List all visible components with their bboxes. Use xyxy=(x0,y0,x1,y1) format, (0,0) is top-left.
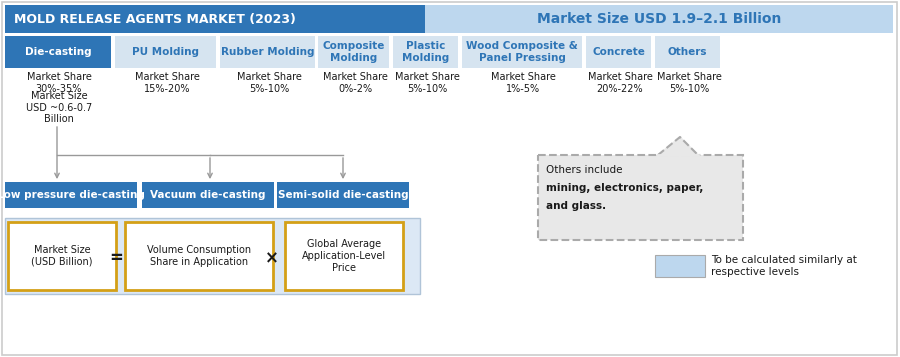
Text: Market Size
(USD Billion): Market Size (USD Billion) xyxy=(32,245,93,267)
Bar xyxy=(655,255,705,277)
Bar xyxy=(8,222,116,290)
Text: Market Share
15%-20%: Market Share 15%-20% xyxy=(135,72,200,94)
Text: Concrete: Concrete xyxy=(592,47,645,57)
Text: Vacuum die-casting: Vacuum die-casting xyxy=(150,190,266,200)
Text: Market Share
5%-10%: Market Share 5%-10% xyxy=(237,72,302,94)
Bar xyxy=(393,36,458,68)
Bar xyxy=(5,36,111,68)
Text: Market Share
0%-2%: Market Share 0%-2% xyxy=(322,72,387,94)
Bar xyxy=(285,222,403,290)
Bar xyxy=(142,182,274,208)
Bar xyxy=(655,36,720,68)
Text: Market Share
1%-5%: Market Share 1%-5% xyxy=(491,72,555,94)
Text: Wood Composite &
Panel Pressing: Wood Composite & Panel Pressing xyxy=(466,41,578,63)
Bar xyxy=(220,36,315,68)
Text: Semi-solid die-casting: Semi-solid die-casting xyxy=(278,190,409,200)
Text: Low pressure die-casting: Low pressure die-casting xyxy=(0,190,145,200)
Text: and glass.: and glass. xyxy=(546,201,606,211)
Bar xyxy=(277,182,409,208)
Bar xyxy=(125,222,273,290)
Bar xyxy=(318,36,389,68)
Text: Market Size USD 1.9–2.1 Billion: Market Size USD 1.9–2.1 Billion xyxy=(536,12,781,26)
Text: Rubber Molding: Rubber Molding xyxy=(220,47,314,57)
Text: Global Average
Application-Level
Price: Global Average Application-Level Price xyxy=(302,240,386,273)
Bar xyxy=(462,36,582,68)
Text: Market Share
5%-10%: Market Share 5%-10% xyxy=(394,72,459,94)
Text: Market Share
30%-35%: Market Share 30%-35% xyxy=(27,72,92,94)
Bar xyxy=(425,5,893,33)
Bar xyxy=(538,155,743,240)
Text: Plastic
Molding: Plastic Molding xyxy=(402,41,449,63)
Text: =: = xyxy=(109,249,123,267)
Text: Volume Consumption
Share in Application: Volume Consumption Share in Application xyxy=(147,245,251,267)
Text: ×: × xyxy=(266,249,279,267)
Bar xyxy=(5,218,420,294)
Text: MOLD RELEASE AGENTS MARKET (2023): MOLD RELEASE AGENTS MARKET (2023) xyxy=(14,12,296,25)
Text: Market Share
5%-10%: Market Share 5%-10% xyxy=(657,72,722,94)
Bar xyxy=(115,36,216,68)
Text: Composite
Molding: Composite Molding xyxy=(322,41,384,63)
Text: mining, electronics, paper,: mining, electronics, paper, xyxy=(546,183,704,193)
Text: To be calculated similarly at
respective levels: To be calculated similarly at respective… xyxy=(711,255,857,277)
Bar xyxy=(5,5,425,33)
Text: Market Size
USD ~0.6-0.7
Billion: Market Size USD ~0.6-0.7 Billion xyxy=(26,91,92,124)
Bar xyxy=(586,36,651,68)
Text: Die-casting: Die-casting xyxy=(24,47,91,57)
Text: Market Share
20%-22%: Market Share 20%-22% xyxy=(588,72,652,94)
Text: PU Molding: PU Molding xyxy=(132,47,199,57)
Bar xyxy=(5,182,137,208)
Polygon shape xyxy=(658,137,698,155)
Text: Others include: Others include xyxy=(546,165,625,175)
Text: Others: Others xyxy=(668,47,707,57)
